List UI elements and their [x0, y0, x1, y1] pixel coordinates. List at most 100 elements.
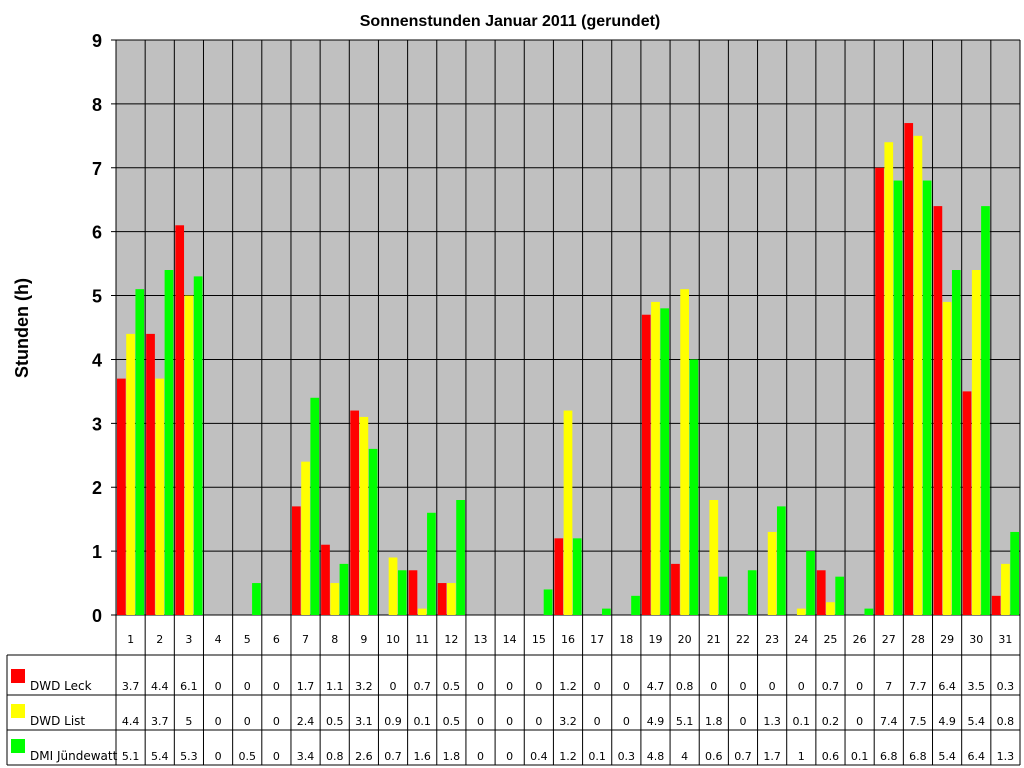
table-cell: 4 [681, 750, 688, 763]
table-cell: 5 [185, 715, 192, 728]
table-cell: 0 [506, 750, 513, 763]
bar-dmi-j-ndewatt-day-25 [835, 576, 845, 615]
table-cell: 7 [885, 680, 892, 693]
x-tick-label: 27 [882, 633, 896, 646]
bar-dmi-j-ndewatt-day-8 [339, 563, 349, 615]
y-tick-label: 5 [92, 287, 102, 307]
x-tick-label: 29 [940, 633, 954, 646]
y-tick-label: 7 [92, 159, 102, 179]
table-cell: 0.7 [734, 750, 752, 763]
x-tick-label: 24 [794, 633, 808, 646]
table-cell: 0.5 [238, 750, 256, 763]
table-cell: 3.4 [297, 750, 315, 763]
x-tick-label: 30 [969, 633, 983, 646]
table-cell: 5.3 [180, 750, 198, 763]
bar-dwd-leck-day-28 [904, 123, 914, 616]
x-tick-label: 26 [853, 633, 867, 646]
table-cell: 0.5 [443, 680, 461, 693]
table-cell: 5.4 [968, 715, 986, 728]
table-cell: 1.3 [997, 750, 1015, 763]
table-cell: 0.5 [326, 715, 344, 728]
bar-dwd-leck-day-2 [146, 333, 155, 615]
table-cell: 5.1 [122, 750, 140, 763]
bar-dmi-j-ndewatt-day-31 [1010, 531, 1019, 615]
table-cell: 1.6 [413, 750, 431, 763]
bar-dwd-leck-day-7 [291, 506, 301, 615]
table-cell: 1.2 [559, 750, 577, 763]
table-cell: 0.6 [822, 750, 840, 763]
legend-swatch [11, 669, 25, 683]
table-cell: 0 [856, 715, 863, 728]
table-cell: 3.7 [122, 680, 140, 693]
x-tick-label: 21 [707, 633, 721, 646]
bar-dwd-list-day-2 [155, 378, 165, 615]
table-cell: 0.7 [413, 680, 431, 693]
bar-dmi-j-ndewatt-day-18 [631, 595, 640, 615]
bar-dwd-leck-day-25 [816, 570, 826, 615]
table-cell: 0.1 [851, 750, 869, 763]
bar-dmi-j-ndewatt-day-12 [456, 500, 465, 615]
bar-dmi-j-ndewatt-day-3 [193, 276, 203, 615]
x-tick-label: 28 [911, 633, 925, 646]
bar-dwd-list-day-8 [330, 583, 340, 615]
legend-swatch [11, 739, 25, 753]
bar-dwd-list-day-10 [388, 557, 398, 615]
table-cell: 5.4 [938, 750, 956, 763]
bar-dmi-j-ndewatt-day-28 [922, 180, 932, 616]
table-cell: 0 [215, 715, 222, 728]
bar-dmi-j-ndewatt-day-27 [893, 180, 903, 616]
bar-dwd-list-day-21 [709, 500, 719, 615]
bar-dwd-list-day-31 [1001, 563, 1010, 615]
y-tick-label: 0 [92, 606, 102, 626]
bar-dwd-list-day-11 [417, 608, 427, 615]
x-tick-label: 8 [331, 633, 338, 646]
table-cell: 0 [477, 715, 484, 728]
bar-dmi-j-ndewatt-day-24 [806, 551, 815, 615]
bar-dmi-j-ndewatt-day-2 [164, 270, 174, 615]
table-cell: 0 [477, 750, 484, 763]
table-cell: 1.3 [763, 715, 781, 728]
bar-dmi-j-ndewatt-day-9 [368, 448, 378, 615]
table-cell: 0.4 [530, 750, 548, 763]
table-cell: 5.1 [676, 715, 694, 728]
legend-label: DWD List [30, 714, 85, 728]
table-cell: 6.4 [938, 680, 956, 693]
x-tick-label: 12 [444, 633, 458, 646]
bar-dmi-j-ndewatt-day-19 [660, 308, 670, 615]
table-cell: 3.1 [355, 715, 373, 728]
table-cell: 0 [244, 680, 251, 693]
bar-dmi-j-ndewatt-day-20 [689, 359, 699, 615]
y-tick-label: 4 [92, 350, 102, 370]
bar-dwd-list-day-9 [359, 416, 369, 615]
bar-dwd-leck-day-9 [350, 410, 360, 615]
legend-label: DWD Leck [30, 679, 92, 693]
data-table: 1 2 3 4 5 6 7 8 9 10 11 12 13 14 15 16 17 18 19 20 21 22 23 24 2… [6, 633, 1020, 766]
bar-dwd-list-day-30 [971, 270, 981, 615]
table-cell: 0.2 [822, 715, 840, 728]
table-cell: 7.5 [909, 715, 927, 728]
table-cell: 0 [506, 715, 513, 728]
table-cell: 1.8 [443, 750, 461, 763]
table-cell: 6.1 [180, 680, 198, 693]
x-tick-label: 22 [736, 633, 750, 646]
bar-dwd-list-day-27 [884, 142, 894, 615]
x-tick-label: 23 [765, 633, 779, 646]
x-tick-label: 18 [619, 633, 633, 646]
table-cell: 3.2 [355, 680, 373, 693]
y-tick-label: 9 [92, 31, 102, 51]
table-cell: 0 [710, 680, 717, 693]
table-cell: 0 [798, 680, 805, 693]
table-cell: 0 [273, 715, 280, 728]
table-cell: 3.5 [968, 680, 986, 693]
table-cell: 3.7 [151, 715, 169, 728]
x-tick-label: 3 [185, 633, 192, 646]
bar-dmi-j-ndewatt-day-11 [427, 512, 436, 615]
table-cell: 0 [594, 715, 601, 728]
bar-dmi-j-ndewatt-day-22 [747, 570, 757, 615]
bar-dwd-leck-day-12 [437, 583, 447, 615]
table-cell: 4.7 [647, 680, 665, 693]
table-cell: 0 [856, 680, 863, 693]
table-cell: 2.6 [355, 750, 373, 763]
